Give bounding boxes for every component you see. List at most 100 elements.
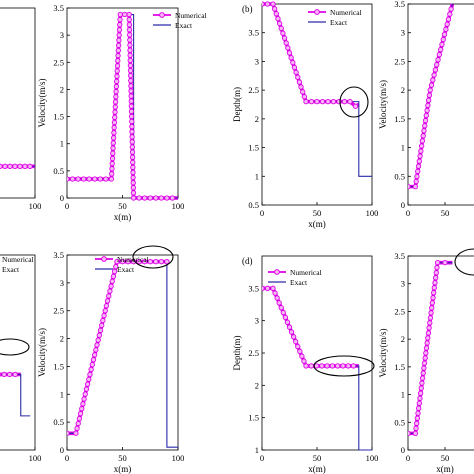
numerical-marker [303,363,309,369]
numerical-marker [418,143,425,149]
numerical-marker [429,305,435,311]
numerical-marker [426,325,432,331]
numerical-marker [7,371,13,378]
numerical-marker [97,327,104,333]
numerical-marker [423,345,430,351]
numerical-marker [114,259,120,265]
numerical-marker [92,352,98,358]
numerical-marker [103,303,110,309]
numerical-marker [125,259,131,265]
numerical-marker [127,57,133,64]
numerical-marker [442,260,448,266]
numerical-marker [130,174,136,181]
numerical-marker [75,176,81,182]
numerical-marker [117,11,123,18]
legend-numerical-marker [314,9,320,15]
legend-numerical-label: Numerical [330,8,362,17]
numerical-series-line [408,260,453,436]
numerical-marker [262,285,265,291]
numerical-marker [111,119,118,126]
numerical-marker [416,158,422,164]
numerical-marker [325,98,331,105]
y-tick-label: 3.5 [248,28,259,38]
numerical-marker [81,176,87,182]
x-tick-label: 100 [366,208,379,218]
numerical-marker [415,168,421,175]
numerical-marker [81,396,87,402]
numerical-marker [412,430,419,437]
numerical-marker [284,319,291,325]
numerical-marker [80,401,86,407]
numerical-marker [421,360,428,366]
numerical-marker [429,300,436,306]
numerical-marker [100,317,106,324]
numerical-marker [87,371,93,378]
numerical-marker [427,87,433,93]
numerical-marker [136,195,142,201]
numerical-marker [413,425,419,432]
numerical-marker [262,1,265,7]
numerical-marker [290,59,296,66]
numerical-marker [109,166,115,172]
numerical-marker [88,366,94,373]
numerical-marker [443,26,449,32]
numerical-marker [319,98,326,105]
chart-series-group [67,259,178,448]
numerical-marker [280,30,286,36]
numerical-marker [295,74,301,80]
numerical-marker [313,363,320,369]
numerical-marker [126,27,133,33]
numerical-marker [128,103,135,109]
numerical-series-line [67,12,178,200]
x-tick-label: 50 [118,201,127,211]
numerical-marker [89,361,95,368]
chart-panel-a-right: 0 0.5 1 1.5 2 2.5 3 3.5 0 50 100 x(m) Velocity(m/s) N… [37,3,207,222]
x-tick-label: 50 [313,208,322,218]
highlight-ellipse [132,245,174,269]
numerical-marker [439,41,445,48]
numerical-marker [158,195,165,201]
y-tick-label: 0 [401,445,405,455]
numerical-marker [275,15,281,22]
legend-numerical-label: Numerical [290,268,322,277]
numerical-marker [119,259,126,265]
y-tick-label: 2.5 [248,85,259,95]
numerical-marker [147,259,153,265]
numerical-marker [425,97,432,103]
exact-series-line [408,262,453,434]
y-tick-label: 1 [60,389,64,399]
y-tick-label: 3.5 [394,251,405,261]
numerical-marker [76,415,83,422]
y-tick-label: 1.5 [248,413,259,423]
y-axis-label: Velocity(m/s) [378,80,388,129]
y-tick-label: 1 [255,171,259,181]
numerical-marker [296,79,303,85]
numerical-marker [129,149,136,155]
numerical-marker [440,36,446,43]
chart-axes-frame [66,7,179,199]
chart-series-group [67,12,178,200]
numerical-marker [340,363,346,369]
numerical-marker [158,259,165,265]
y-tick-label: 1 [401,143,405,153]
numerical-marker [271,6,278,12]
chart-series-group [262,2,372,177]
numerical-marker [102,308,108,314]
numerical-marker [425,335,431,341]
numerical-marker [116,37,122,43]
numerical-marker [419,375,426,381]
y-tick-label: 0.5 [248,200,259,210]
numerical-marker [115,42,122,49]
numerical-marker [341,98,348,105]
numerical-marker [129,134,135,140]
numerical-marker [93,347,99,353]
numerical-marker [113,263,119,270]
numerical-marker [130,180,136,186]
numerical-marker [278,25,284,32]
numerical-marker [109,171,115,177]
numerical-marker [109,278,115,284]
chart-panel-b-right: 0 0.5 1 1.5 2 2.5 3 3.5 0 50 Velocity(m/s) [378,0,474,218]
numerical-marker [301,94,307,100]
numerical-marker [111,124,117,131]
numerical-marker [350,363,357,369]
